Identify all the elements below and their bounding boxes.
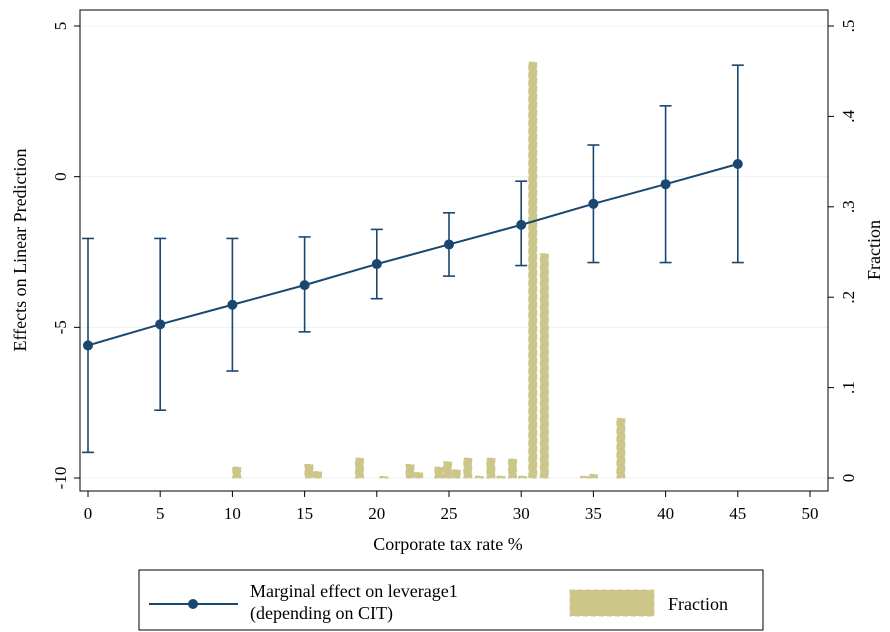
y2-tick-label-3: .3: [839, 200, 858, 213]
y2-tick-label-2: .2: [839, 291, 858, 304]
y2-tick-label-4: .4: [839, 110, 858, 123]
x-tick-label-7: 35: [585, 504, 602, 523]
effect-point-3: [299, 280, 310, 291]
fraction-bar-15: [518, 475, 528, 479]
marginal-effect-series: [82, 64, 744, 454]
fraction-bar-5: [405, 463, 415, 479]
y2-tick-label-5: .5: [839, 20, 858, 33]
fraction-bar-0: [232, 466, 242, 479]
y-tick-label-3: 5: [51, 22, 70, 31]
effect-point-5: [444, 239, 454, 250]
legend-box: [138, 569, 764, 631]
effect-point-7: [588, 198, 599, 209]
y2-tick-label-1: .1: [839, 381, 858, 394]
effect-point-2: [227, 299, 238, 310]
fraction-bar-8: [443, 461, 453, 479]
x-tick-label-0: 0: [84, 504, 93, 523]
plot-region: [79, 9, 829, 492]
fraction-bar-10: [463, 457, 473, 479]
legend: Marginal effect on leverage1 (depending …: [138, 569, 764, 631]
fraction-bar-7: [434, 466, 444, 479]
fraction-bar-13: [496, 475, 506, 479]
legend-marker-swatch: [188, 599, 198, 609]
effect-point-0: [83, 340, 93, 351]
fraction-bar-20: [616, 417, 626, 479]
effect-point-1: [155, 319, 166, 330]
x-tick-label-2: 10: [224, 504, 241, 523]
effect-point-9: [732, 159, 743, 170]
effect-point-6: [516, 219, 527, 230]
y-axis-title: Effects on Linear Prediction: [10, 148, 30, 351]
fraction-bar-18: [580, 475, 590, 479]
x-tick-label-6: 30: [513, 504, 530, 523]
y2-tick-label-0: 0: [839, 474, 858, 483]
fraction-bar-14: [508, 458, 518, 479]
fraction-bar-4: [379, 476, 389, 479]
effect-line: [87, 163, 739, 347]
y-tick-label-0: -10: [51, 467, 70, 490]
legend-series-label-1: Marginal effect on leverage1: [250, 581, 458, 601]
x-tick-label-9: 45: [729, 504, 746, 523]
x-tick-label-8: 40: [657, 504, 674, 523]
x-tick-label-3: 15: [296, 504, 313, 523]
fraction-bar-17: [539, 253, 549, 479]
fraction-bar-11: [474, 475, 484, 479]
x-tick-label-10: 50: [802, 504, 819, 523]
x-tick-label-1: 5: [156, 504, 165, 523]
fraction-bar-16: [528, 61, 538, 479]
fraction-bar-9: [451, 469, 461, 479]
x-axis-title: Corporate tax rate %: [373, 534, 522, 554]
x-tick-label-4: 20: [368, 504, 385, 523]
fraction-bar-12: [486, 457, 496, 479]
fraction-bar-19: [588, 473, 598, 479]
fraction-bar-6: [414, 472, 424, 479]
effect-point-8: [660, 179, 671, 190]
legend-fraction-label: Fraction: [668, 594, 728, 614]
y-tick-label-1: -5: [51, 320, 70, 334]
fraction-bars: [232, 61, 626, 479]
legend-bar-swatch: [569, 589, 655, 617]
effect-point-4: [371, 259, 382, 270]
fraction-bar-2: [313, 471, 323, 479]
fraction-bar-3: [354, 457, 364, 479]
legend-series-label-2: (depending on CIT): [250, 603, 393, 624]
y2-axis-title: Fraction: [864, 220, 884, 280]
axes: [79, 10, 829, 492]
y-tick-label-2: 0: [51, 172, 70, 181]
fraction-bar-1: [304, 463, 314, 479]
x-tick-label-5: 25: [441, 504, 458, 523]
